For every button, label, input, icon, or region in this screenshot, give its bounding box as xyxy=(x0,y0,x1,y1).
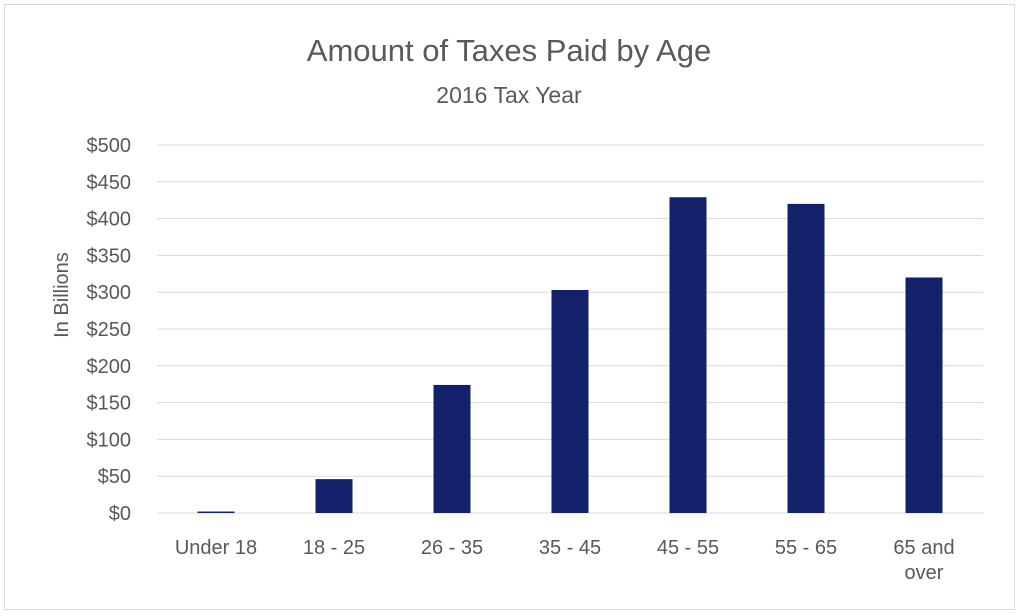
bar xyxy=(197,511,235,513)
x-tick-label: 26 - 35 xyxy=(421,537,483,559)
x-tick-labels: Under 18 18 - 25 26 - 35 35 - 45 45 - 55 55 -… xyxy=(175,537,955,584)
x-tick-label: 45 - 55 xyxy=(657,537,719,559)
y-tick-label: $500 xyxy=(87,135,132,157)
y-tick-label: $50 xyxy=(98,466,131,488)
chart-title: Amount of Taxes Paid by Age xyxy=(307,33,711,68)
y-tick-labels: $0 $50 $100 $150 $200 $250 $300 $350 $400 $450 $50… xyxy=(87,135,132,525)
bar xyxy=(787,203,825,513)
y-tick-label: $250 xyxy=(87,319,132,341)
bar xyxy=(551,289,589,513)
bar xyxy=(433,384,471,513)
gridlines xyxy=(157,144,983,514)
chart-subtitle: 2016 Tax Year xyxy=(436,82,582,108)
x-tick-label: 18 - 25 xyxy=(303,537,365,559)
y-tick-label: $150 xyxy=(87,393,132,415)
y-axis-label: In Billions xyxy=(51,252,73,338)
x-tick-label: 65 and over xyxy=(893,537,954,584)
y-tick-label: $100 xyxy=(87,429,132,451)
bars xyxy=(197,197,943,514)
x-tick-label: Under 18 xyxy=(175,537,257,559)
y-tick-label: $300 xyxy=(87,282,132,304)
bar xyxy=(905,277,943,513)
chart-frame xyxy=(4,4,1015,610)
x-tick-label: 55 - 65 xyxy=(775,537,837,559)
y-tick-label: $0 xyxy=(109,503,131,525)
y-tick-label: $450 xyxy=(87,172,132,194)
y-tick-label: $200 xyxy=(87,356,132,378)
y-tick-label: $400 xyxy=(87,209,132,231)
x-tick-label: 35 - 45 xyxy=(539,537,601,559)
bar xyxy=(315,479,353,513)
bar xyxy=(669,197,707,514)
y-tick-label: $350 xyxy=(87,245,132,267)
